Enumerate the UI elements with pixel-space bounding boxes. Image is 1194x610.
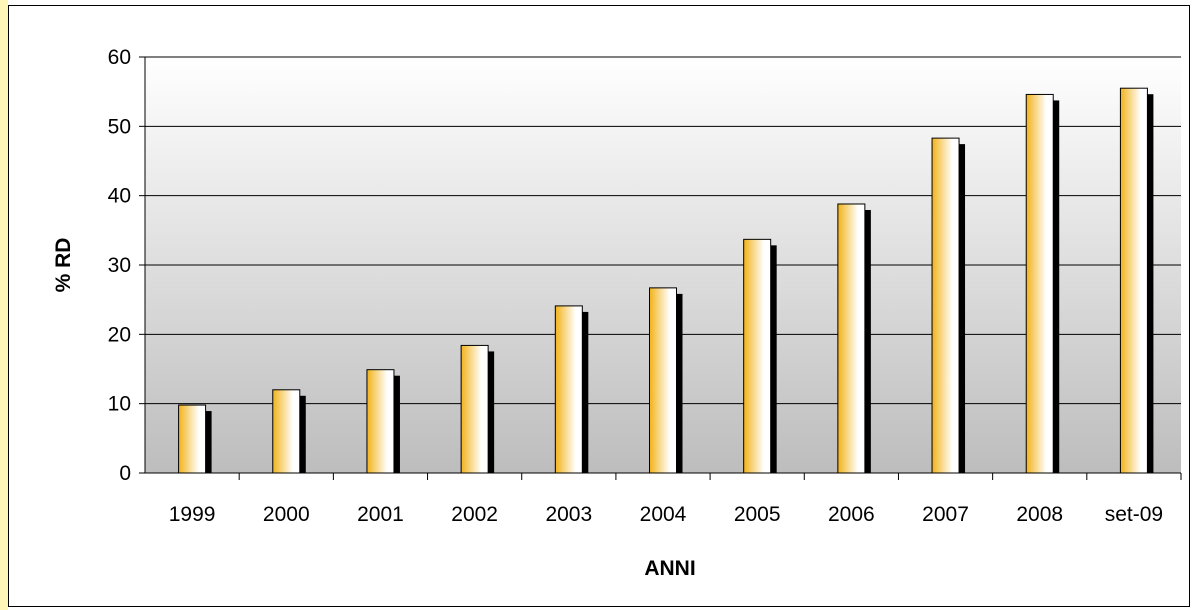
bar	[649, 287, 683, 474]
bar-face	[1119, 87, 1148, 474]
y-tick-label: 20	[108, 323, 131, 346]
y-tick-label: 10	[108, 393, 131, 416]
x-tick-label: 2005	[734, 503, 781, 526]
y-tick-label: 60	[108, 46, 131, 69]
bar-face	[554, 305, 583, 474]
bars	[178, 87, 1154, 474]
x-tick-label: 1999	[169, 503, 216, 526]
bar-face	[1025, 93, 1054, 474]
bar-face	[743, 238, 772, 474]
bar	[1119, 87, 1154, 474]
gridlines	[145, 56, 1181, 405]
bar-face	[649, 287, 677, 474]
bar	[554, 305, 589, 474]
y-tick-labels: 0 10 20 30 40 50 60	[108, 46, 131, 485]
x-tick-label: 2008	[1016, 503, 1063, 526]
bar-face	[178, 404, 207, 474]
axes	[139, 56, 1182, 480]
bar-face	[460, 344, 489, 474]
x-tick-label: 2006	[828, 503, 875, 526]
x-tick-labels: 1999 2000 2001 2002 2003 2004 2005 2006 2007 2008…	[169, 503, 1163, 526]
left-decor-strip	[0, 0, 8, 610]
y-tick-label: 40	[108, 185, 131, 208]
bar	[178, 404, 212, 474]
x-tick-label: 2003	[545, 503, 592, 526]
y-axis-title: % RD	[52, 238, 75, 293]
y-tick-label: 50	[108, 115, 131, 138]
bar-face	[272, 389, 301, 474]
bar-face	[366, 369, 395, 474]
y-tick-label: 30	[108, 254, 131, 277]
x-tick-label: 2004	[640, 503, 687, 526]
x-axis-title: ANNI	[644, 557, 695, 580]
bar	[931, 137, 966, 474]
x-tick-label: 2000	[263, 503, 310, 526]
x-tick-label: 2007	[922, 503, 969, 526]
x-tick-label: set-09	[1105, 503, 1163, 526]
bar-face	[931, 137, 960, 474]
bar	[743, 238, 777, 474]
x-tick-label: 2002	[451, 503, 498, 526]
bar-face	[837, 203, 866, 474]
y-tick-label: 0	[119, 462, 131, 485]
bar	[272, 389, 306, 474]
bar	[460, 344, 495, 474]
x-tick-label: 2001	[357, 503, 404, 526]
bar	[366, 369, 400, 474]
bar	[1025, 93, 1060, 474]
bar	[837, 203, 871, 474]
